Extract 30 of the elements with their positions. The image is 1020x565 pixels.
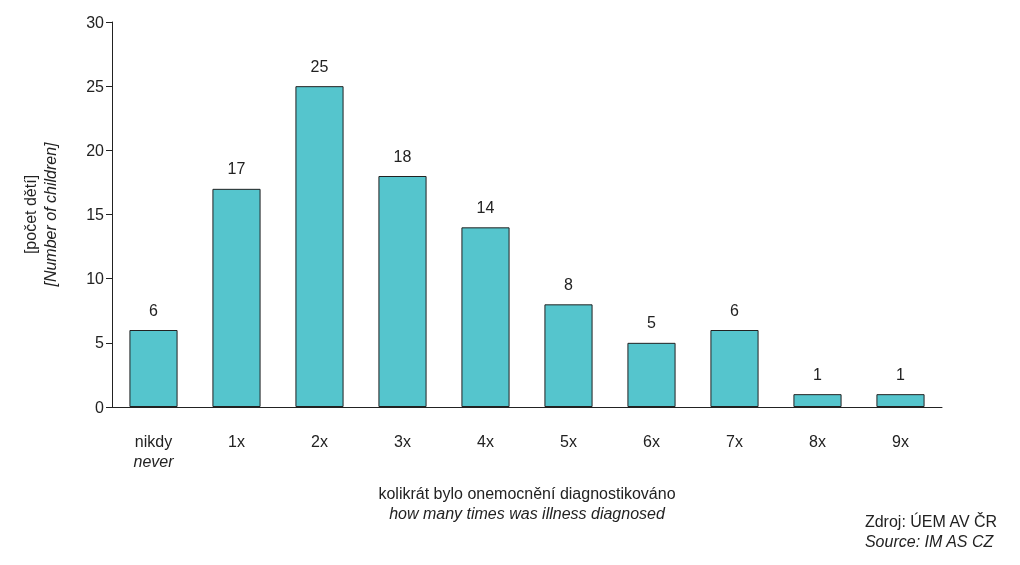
y-tick-label: 25 xyxy=(86,77,105,95)
x-tick-label: 2x xyxy=(311,432,328,450)
y-tick-label: 15 xyxy=(86,206,105,223)
data-label: 17 xyxy=(227,160,246,178)
x-tick-label: 9x xyxy=(892,432,909,450)
x-axis-title: kolikrát bylo onemocnění diagnostikováno how many times was illness diagnosed xyxy=(378,484,676,522)
y-tick-label: 5 xyxy=(95,334,105,352)
x-tick-label: 4x xyxy=(477,432,494,450)
data-label: 18 xyxy=(393,147,412,165)
x-tick-label: 5x xyxy=(560,432,577,450)
data-label: 8 xyxy=(564,275,574,293)
y-tick-label: 20 xyxy=(86,141,105,159)
text: Zdroj: ÚEM AV ČR Source: IM AS CZ xyxy=(864,511,998,550)
x-tick-label: 3x xyxy=(394,432,411,450)
data-label: 6 xyxy=(149,301,159,319)
y-tick-label: 10 xyxy=(86,270,105,288)
data-label: 5 xyxy=(647,314,657,332)
y-axis-title: [počet dětí] [Number of children] xyxy=(21,141,59,288)
x-tick-label: 7x xyxy=(726,432,743,450)
data-label: 6 xyxy=(730,301,740,319)
data-label: 25 xyxy=(310,57,329,75)
x-tick-label: 1x xyxy=(228,432,245,450)
x-tick-label: 8x xyxy=(809,432,826,450)
y-tick-label: 0 xyxy=(95,398,105,416)
y-tick-label: 30 xyxy=(86,13,105,31)
x-tick-label: nikdy never xyxy=(133,432,175,470)
data-label: 1 xyxy=(813,365,823,383)
x-tick-label: 6x xyxy=(643,432,660,450)
data-label: 1 xyxy=(896,365,906,383)
data-label: 14 xyxy=(476,198,495,216)
